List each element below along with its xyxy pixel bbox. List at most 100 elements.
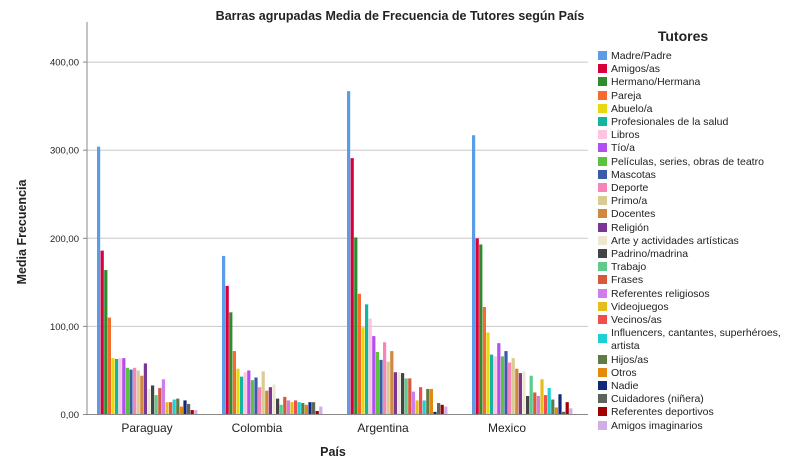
bar [347, 91, 351, 415]
legend-item: Amigos imaginarios [598, 420, 800, 433]
bar [508, 362, 512, 415]
legend-item: Madre/Padre [598, 50, 800, 63]
bar [475, 238, 479, 415]
bar [472, 135, 476, 415]
bar [122, 358, 126, 415]
legend-item: Padrino/madrina [598, 248, 800, 261]
bar [372, 336, 376, 415]
legend-item: Amigos/as [598, 63, 800, 76]
legend-label: Videojuegos [611, 300, 669, 313]
bar [383, 342, 387, 415]
bar [107, 317, 111, 415]
bar [536, 395, 540, 415]
legend-swatch [598, 169, 607, 179]
y-tick-label: 300,00 [50, 146, 79, 157]
legend-label: Amigos imaginarios [611, 419, 703, 432]
bar [429, 388, 433, 415]
bar [426, 388, 430, 415]
bar [500, 356, 504, 415]
legend-swatch [598, 117, 607, 127]
bar [558, 394, 562, 415]
x-tick-label: Colombia [232, 421, 283, 435]
legend-swatch [598, 64, 607, 74]
bar [433, 411, 437, 415]
bar [544, 395, 548, 415]
bar [529, 375, 533, 415]
bar [504, 351, 508, 415]
legend-item: Influencers, cantantes, superhéroes, art… [598, 327, 800, 353]
bar [422, 400, 426, 415]
legend-item: Profesionales de la salud [598, 116, 800, 129]
legend-item: Libros [598, 129, 800, 142]
bar [415, 400, 419, 415]
legend-label: Arte y actividades artísticas [611, 234, 739, 247]
legend-label: Religión [611, 221, 649, 234]
legend-label: Tío/a [611, 142, 635, 155]
legend-item: Otros [598, 367, 800, 380]
legend-item: Mascotas [598, 169, 800, 182]
legend-item: Arte y actividades artísticas [598, 235, 800, 248]
legend-item: Vecinos/as [598, 314, 800, 327]
bar [225, 285, 229, 415]
bar [115, 358, 119, 415]
bar [404, 378, 408, 415]
legend-label: Madre/Padre [611, 50, 672, 62]
legend-label: Vecinos/as [611, 314, 662, 327]
x-tick-label: Argentina [357, 421, 409, 435]
bar [161, 379, 165, 415]
bar [312, 402, 316, 415]
legend-item: Nadie [598, 380, 800, 393]
bar [515, 368, 519, 415]
bar [361, 327, 365, 415]
bar [133, 367, 137, 415]
legend-swatch [598, 51, 607, 60]
bar [179, 406, 183, 415]
y-tick-label: 200,00 [50, 234, 79, 245]
bar [268, 387, 272, 415]
legend-swatch [598, 420, 607, 430]
legend-swatch [598, 222, 607, 232]
bar [493, 356, 497, 415]
bar [279, 404, 283, 415]
bar [294, 400, 298, 415]
bar [118, 358, 122, 415]
legend-label: Nadie [611, 380, 639, 393]
legend-swatch [598, 209, 607, 219]
bar [393, 372, 397, 415]
legend-swatch [598, 288, 607, 298]
bar [97, 146, 101, 415]
bar [375, 351, 379, 415]
bar-group-argentina [347, 91, 448, 415]
legend-item: Hijos/as [598, 354, 800, 367]
legend-swatch [598, 103, 607, 113]
bar [304, 404, 308, 415]
bar [437, 403, 441, 415]
legend-label: Otros [611, 366, 637, 379]
bar [562, 411, 566, 415]
bar [158, 388, 162, 415]
bar [350, 158, 354, 415]
legend-label: Libros [611, 129, 640, 142]
legend-swatch [598, 315, 607, 325]
bar [390, 351, 394, 415]
bar [276, 398, 280, 415]
bar [154, 395, 158, 415]
legend-label: Trabajo [611, 261, 647, 274]
bar [136, 370, 140, 415]
y-tick-label: 100,00 [50, 322, 79, 333]
bar [411, 391, 415, 415]
legend-title: Tutores [657, 28, 709, 44]
bar [176, 398, 180, 415]
bar [243, 372, 247, 415]
legend-item: Abuelo/a [598, 103, 800, 116]
bar [319, 406, 323, 415]
legend-label: Referentes deportivos [611, 406, 714, 419]
legend-swatch [598, 262, 607, 272]
bar [232, 351, 236, 415]
bar [440, 404, 444, 415]
legend-swatch [598, 381, 607, 391]
bar [365, 304, 369, 415]
bar [401, 373, 405, 415]
bar [254, 377, 258, 415]
